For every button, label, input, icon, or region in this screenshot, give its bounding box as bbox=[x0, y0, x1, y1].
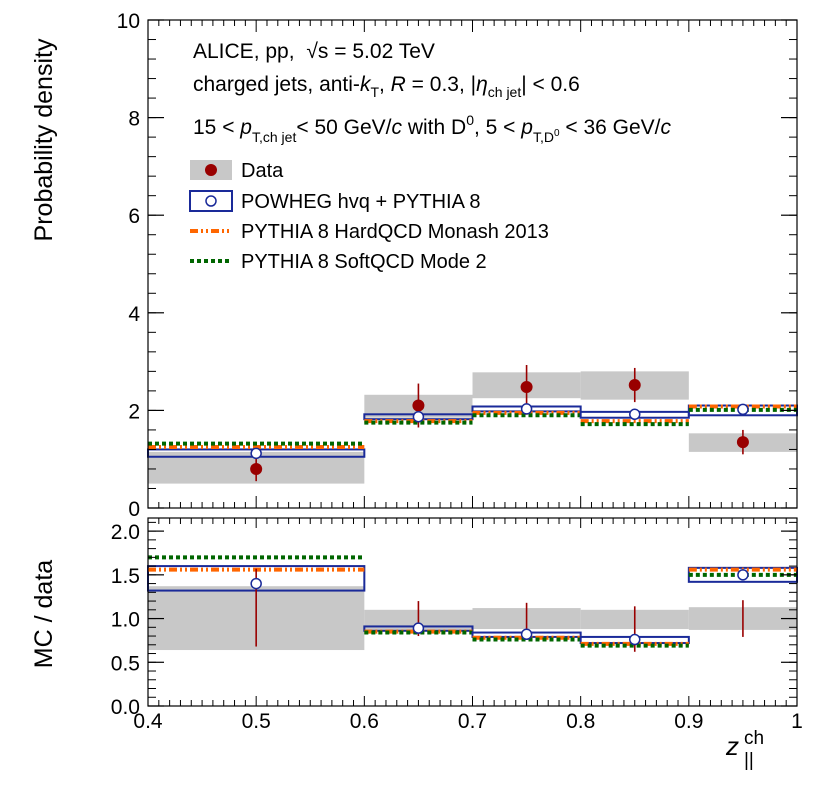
top-data-points bbox=[250, 365, 749, 482]
bot-ytick-label-3: 1.5 bbox=[111, 565, 140, 588]
bot-ytick-label-4: 2.0 bbox=[111, 521, 140, 544]
legend-powheg-swatch bbox=[189, 190, 233, 212]
bot-xtick-label-6: 1 bbox=[791, 710, 803, 733]
top-powheg-marker-3 bbox=[629, 408, 641, 421]
top-ytick-label-5: 10 bbox=[117, 10, 140, 33]
top-ytick-label-2: 4 bbox=[128, 303, 140, 326]
annotation-3-p1-sub: T,ch jet bbox=[252, 129, 296, 145]
top-x-ticks bbox=[147, 20, 798, 508]
bot-powheg-marker-3 bbox=[629, 633, 641, 646]
bottom-x-ticks: 0.4 0.5 0.6 0.7 0.8 0.9 1 bbox=[133, 518, 803, 733]
annotation-line-3: 15 < pT,ch jet< 50 GeV/c with D0, 5 < pT… bbox=[193, 112, 672, 145]
bot-xtick-label-4: 0.8 bbox=[566, 710, 595, 733]
x-axis-label-sup: ch bbox=[744, 728, 764, 749]
bottom-ratio-points bbox=[250, 568, 749, 652]
annotation-1-pre: ALICE, pp, bbox=[193, 40, 295, 63]
annotation-3-p2-sub: T,D bbox=[533, 129, 554, 145]
top-powheg-marker-1 bbox=[412, 410, 425, 423]
legend: Data POWHEG hvq + PYTHIA 8 PYTHIA 8 Hard… bbox=[189, 160, 549, 273]
bottom-panel: 0.0 0.5 1.0 1.5 2.0 0.4 0.5 0.6 0.7 0.8 0.9 1 MC /… bbox=[30, 517, 803, 771]
top-sys-bands bbox=[148, 371, 797, 484]
annotation-3-e: < 36 GeV/ bbox=[560, 116, 661, 139]
bot-powheg-marker-4 bbox=[737, 569, 749, 581]
x-axis-label-z: z bbox=[725, 731, 739, 761]
top-ytick-label-4: 8 bbox=[128, 108, 140, 131]
legend-data-marker bbox=[205, 164, 217, 176]
bottom-y-ticks: 0.0 0.5 1.0 1.5 2.0 bbox=[111, 521, 797, 719]
annotation-1-post: = 5.02 TeV bbox=[334, 40, 435, 63]
annotation-3-D0-sup: 0 bbox=[466, 112, 474, 128]
top-data-point-1 bbox=[412, 399, 425, 412]
legend-entry-pythia-hard: PYTHIA 8 HardQCD Monash 2013 bbox=[190, 221, 549, 243]
top-ytick-label-3: 6 bbox=[128, 205, 140, 228]
bot-powheg-marker-0 bbox=[250, 577, 262, 590]
annotation-2-pre: charged jets, anti- bbox=[193, 73, 360, 96]
top-powheg-marker-0 bbox=[250, 447, 262, 460]
annotation-2-mid2: = 0.3, | bbox=[406, 73, 476, 96]
legend-entry-pythia-soft: PYTHIA 8 SoftQCD Mode 2 bbox=[190, 251, 487, 273]
top-data-point-4 bbox=[736, 436, 749, 449]
top-ytick-label-0: 0 bbox=[128, 498, 140, 521]
top-ytick-label-1: 2 bbox=[128, 400, 140, 423]
x-axis-label-sub: || bbox=[744, 750, 754, 771]
legend-powheg-marker bbox=[205, 195, 217, 207]
annotations: ALICE, pp, √s = 5.02 TeV charged jets, a… bbox=[193, 40, 672, 145]
annotation-2-post: | < 0.6 bbox=[521, 73, 580, 96]
annotation-3-d: , 5 < bbox=[474, 116, 521, 139]
top-y-ticks: 0 2 4 6 8 10 bbox=[117, 10, 797, 521]
annotation-3-c2: c bbox=[661, 116, 672, 139]
bot-powheg-marker-2 bbox=[520, 628, 533, 641]
annotation-2-R: R bbox=[391, 73, 406, 96]
top-data-point-0 bbox=[250, 462, 263, 475]
top-y-axis-label: Probability density bbox=[30, 38, 58, 241]
annotation-3-p2-sub-sup: 0 bbox=[554, 128, 560, 139]
top-panel: 0 2 4 6 8 10 Probability density bbox=[30, 10, 798, 521]
bot-xtick-label-2: 0.6 bbox=[350, 710, 379, 733]
bot-xtick-label-0: 0.4 bbox=[133, 710, 163, 733]
annotation-2-mid: , bbox=[379, 73, 391, 96]
annotation-2-k: k bbox=[360, 73, 372, 96]
bot-xtick-label-1: 0.5 bbox=[242, 710, 271, 733]
top-data-point-3 bbox=[628, 379, 641, 392]
annotation-3-p1: p bbox=[239, 116, 252, 139]
x-axis-label: z ch || bbox=[725, 728, 764, 771]
top-powheg-marker-2 bbox=[520, 403, 533, 415]
top-data-point-2 bbox=[520, 380, 533, 393]
annotation-line-2: charged jets, anti-kT, R = 0.3, |ηch jet… bbox=[193, 73, 580, 100]
bot-xtick-label-3: 0.7 bbox=[458, 710, 487, 733]
bot-ytick-label-0: 0.0 bbox=[111, 696, 140, 719]
legend-pythia-soft-label: PYTHIA 8 SoftQCD Mode 2 bbox=[241, 251, 487, 273]
annotation-1-sqrt: √s bbox=[306, 40, 328, 63]
bottom-y-axis-label: MC / data bbox=[30, 560, 58, 668]
bot-ytick-label-1: 0.5 bbox=[111, 652, 140, 675]
bot-powheg-marker-1 bbox=[412, 622, 425, 634]
annotation-3-c1: c bbox=[392, 116, 403, 139]
legend-pythia-hard-label: PYTHIA 8 HardQCD Monash 2013 bbox=[241, 221, 549, 243]
annotation-3-with-D: with D bbox=[402, 116, 466, 139]
bot-xtick-label-5: 0.9 bbox=[674, 710, 703, 733]
annotation-3-p2: p bbox=[520, 116, 533, 139]
annotation-3-a: 15 < bbox=[193, 116, 240, 139]
annotation-line-1: ALICE, pp, √s = 5.02 TeV bbox=[193, 40, 435, 63]
annotation-3-b: < 50 GeV/ bbox=[296, 116, 391, 139]
annotation-2-eta: η bbox=[476, 73, 488, 96]
annotation-2-eta-sub: ch jet bbox=[488, 84, 522, 100]
legend-entry-data: Data bbox=[190, 160, 284, 182]
legend-data-label: Data bbox=[241, 160, 284, 182]
legend-entry-powheg: POWHEG hvq + PYTHIA 8 bbox=[189, 190, 481, 213]
bot-ytick-label-2: 1.0 bbox=[111, 609, 140, 632]
legend-powheg-label: POWHEG hvq + PYTHIA 8 bbox=[241, 191, 481, 213]
top-powheg-marker-4 bbox=[737, 403, 749, 416]
annotation-2-T: T bbox=[370, 84, 379, 100]
